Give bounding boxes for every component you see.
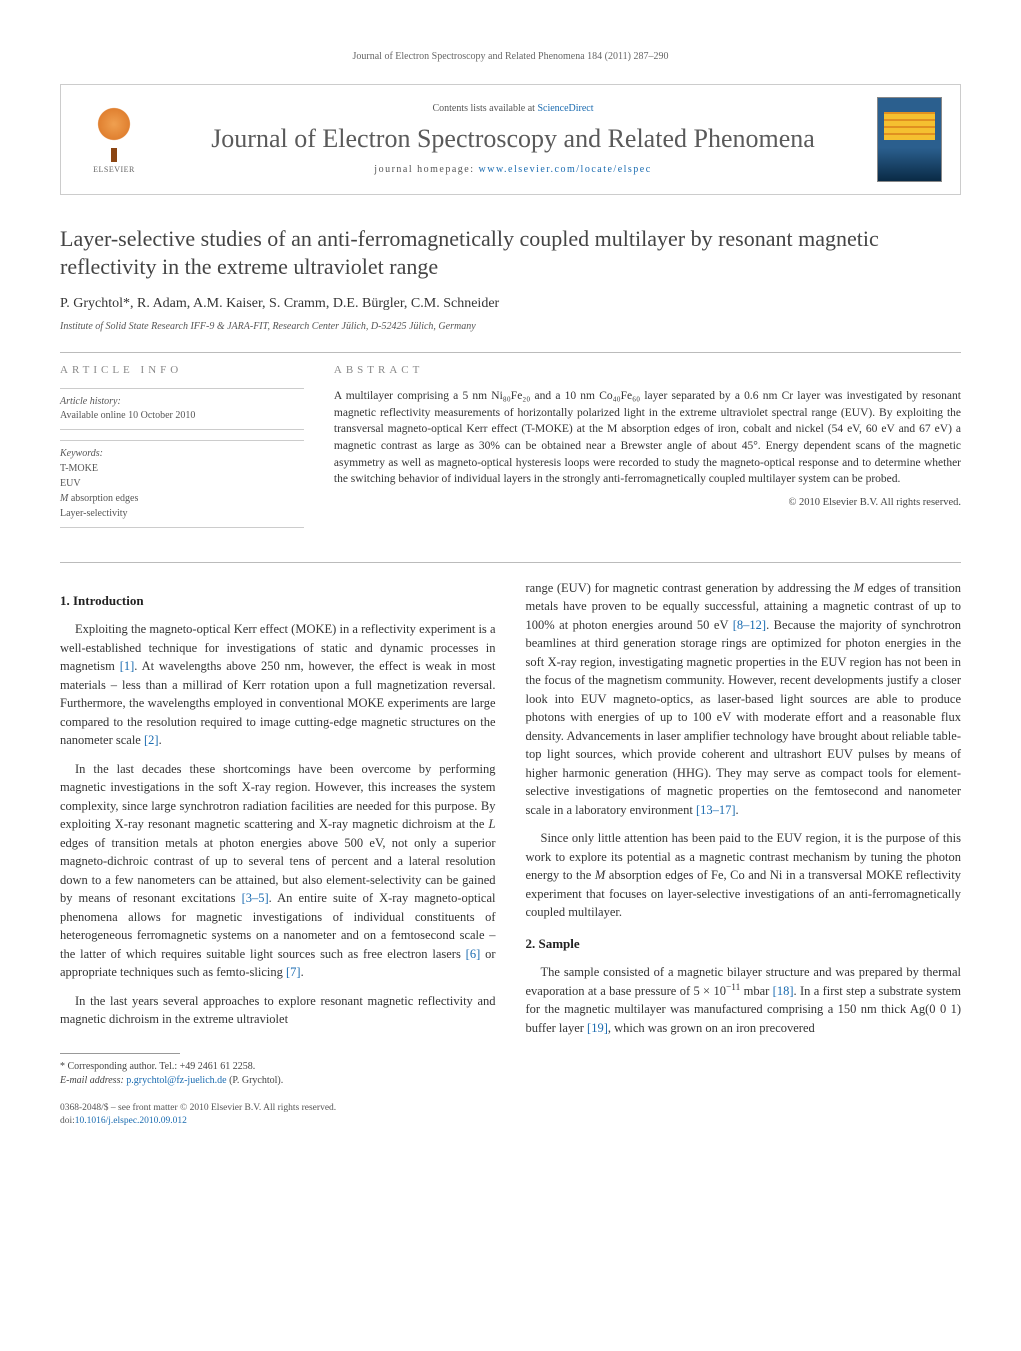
body-paragraph: Since only little attention has been pai… — [526, 829, 962, 922]
sciencedirect-link[interactable]: ScienceDirect — [537, 103, 593, 114]
keyword: EUV — [60, 476, 304, 491]
corr-email-link[interactable]: p.grychtol@fz-juelich.de — [126, 1075, 226, 1086]
citation-link[interactable]: [18] — [773, 984, 794, 998]
article-history-block: Article history: Available online 10 Oct… — [60, 388, 304, 430]
right-column: range (EUV) for magnetic contrast genera… — [526, 579, 962, 1128]
corr-author-line: * Corresponding author. Tel.: +49 2461 6… — [60, 1060, 496, 1074]
issn-copyright: 0368-2048/$ – see front matter © 2010 El… — [60, 1102, 496, 1115]
running-head: Journal of Electron Spectroscopy and Rel… — [60, 50, 961, 64]
journal-masthead: ELSEVIER Contents lists available at Sci… — [60, 84, 961, 195]
citation-link[interactable]: [19] — [587, 1021, 608, 1035]
front-matter-meta: 0368-2048/$ – see front matter © 2010 El… — [60, 1102, 496, 1129]
left-column: 1. Introduction Exploiting the magneto-o… — [60, 579, 496, 1128]
citation-link[interactable]: [7] — [286, 965, 301, 979]
divider — [60, 352, 961, 353]
footnote-separator — [60, 1053, 180, 1054]
history-label: Article history: — [60, 395, 304, 409]
citation-link[interactable]: [8–12] — [733, 618, 766, 632]
divider — [60, 562, 961, 563]
doi-link[interactable]: 10.1016/j.elspec.2010.09.012 — [75, 1116, 187, 1126]
section-heading-sample: 2. Sample — [526, 934, 962, 953]
citation-link[interactable]: [3–5] — [242, 891, 269, 905]
article-info-heading: article info — [60, 363, 304, 378]
body-paragraph: range (EUV) for magnetic contrast genera… — [526, 579, 962, 820]
elsevier-tree-icon — [89, 104, 139, 154]
publisher-logo: ELSEVIER — [79, 100, 149, 180]
history-value: Available online 10 October 2010 — [60, 409, 304, 423]
keyword: Layer-selectivity — [60, 506, 304, 521]
contents-prefix: Contents lists available at — [432, 103, 537, 114]
body-paragraph: In the last decades these shortcomings h… — [60, 760, 496, 982]
citation-link[interactable]: [13–17] — [696, 803, 736, 817]
journal-homepage: journal homepage: www.elsevier.com/locat… — [149, 163, 877, 177]
corresponding-author-footnote: * Corresponding author. Tel.: +49 2461 6… — [60, 1060, 496, 1088]
homepage-link[interactable]: www.elsevier.com/locate/elspec — [479, 164, 652, 175]
email-label: E-mail address: — [60, 1075, 126, 1086]
keyword: T-MOKE — [60, 461, 304, 476]
abstract-copyright: © 2010 Elsevier B.V. All rights reserved… — [334, 496, 961, 511]
email-suffix: (P. Grychtol). — [227, 1075, 284, 1086]
contents-available: Contents lists available at ScienceDirec… — [149, 102, 877, 116]
article-info-column: article info Article history: Available … — [60, 363, 304, 538]
keywords-block: Keywords: T-MOKE EUV M absorption edges … — [60, 440, 304, 528]
citation-link[interactable]: [6] — [466, 947, 481, 961]
author-list: P. Grychtol*, R. Adam, A.M. Kaiser, S. C… — [60, 294, 961, 314]
keyword: M absorption edges — [60, 491, 304, 506]
publisher-name: ELSEVIER — [93, 164, 135, 175]
keywords-label: Keywords: — [60, 447, 304, 461]
abstract-text: A multilayer comprising a 5 nm Ni₈₀Fe₂₀ … — [334, 388, 961, 488]
abstract-column: abstract A multilayer comprising a 5 nm … — [334, 363, 961, 538]
journal-cover-thumbnail — [877, 97, 942, 182]
journal-name: Journal of Electron Spectroscopy and Rel… — [149, 124, 877, 154]
doi-label: doi: — [60, 1116, 75, 1126]
body-two-column: 1. Introduction Exploiting the magneto-o… — [60, 579, 961, 1128]
body-paragraph: In the last years several approaches to … — [60, 992, 496, 1029]
affiliation: Institute of Solid State Research IFF-9 … — [60, 320, 961, 334]
citation-link[interactable]: [2] — [144, 733, 159, 747]
abstract-heading: abstract — [334, 363, 961, 378]
citation-link[interactable]: [1] — [120, 659, 135, 673]
body-paragraph: Exploiting the magneto-optical Kerr effe… — [60, 620, 496, 750]
section-heading-intro: 1. Introduction — [60, 591, 496, 610]
homepage-prefix: journal homepage: — [374, 164, 478, 175]
article-title: Layer-selective studies of an anti-ferro… — [60, 225, 961, 280]
body-paragraph: The sample consisted of a magnetic bilay… — [526, 963, 962, 1037]
